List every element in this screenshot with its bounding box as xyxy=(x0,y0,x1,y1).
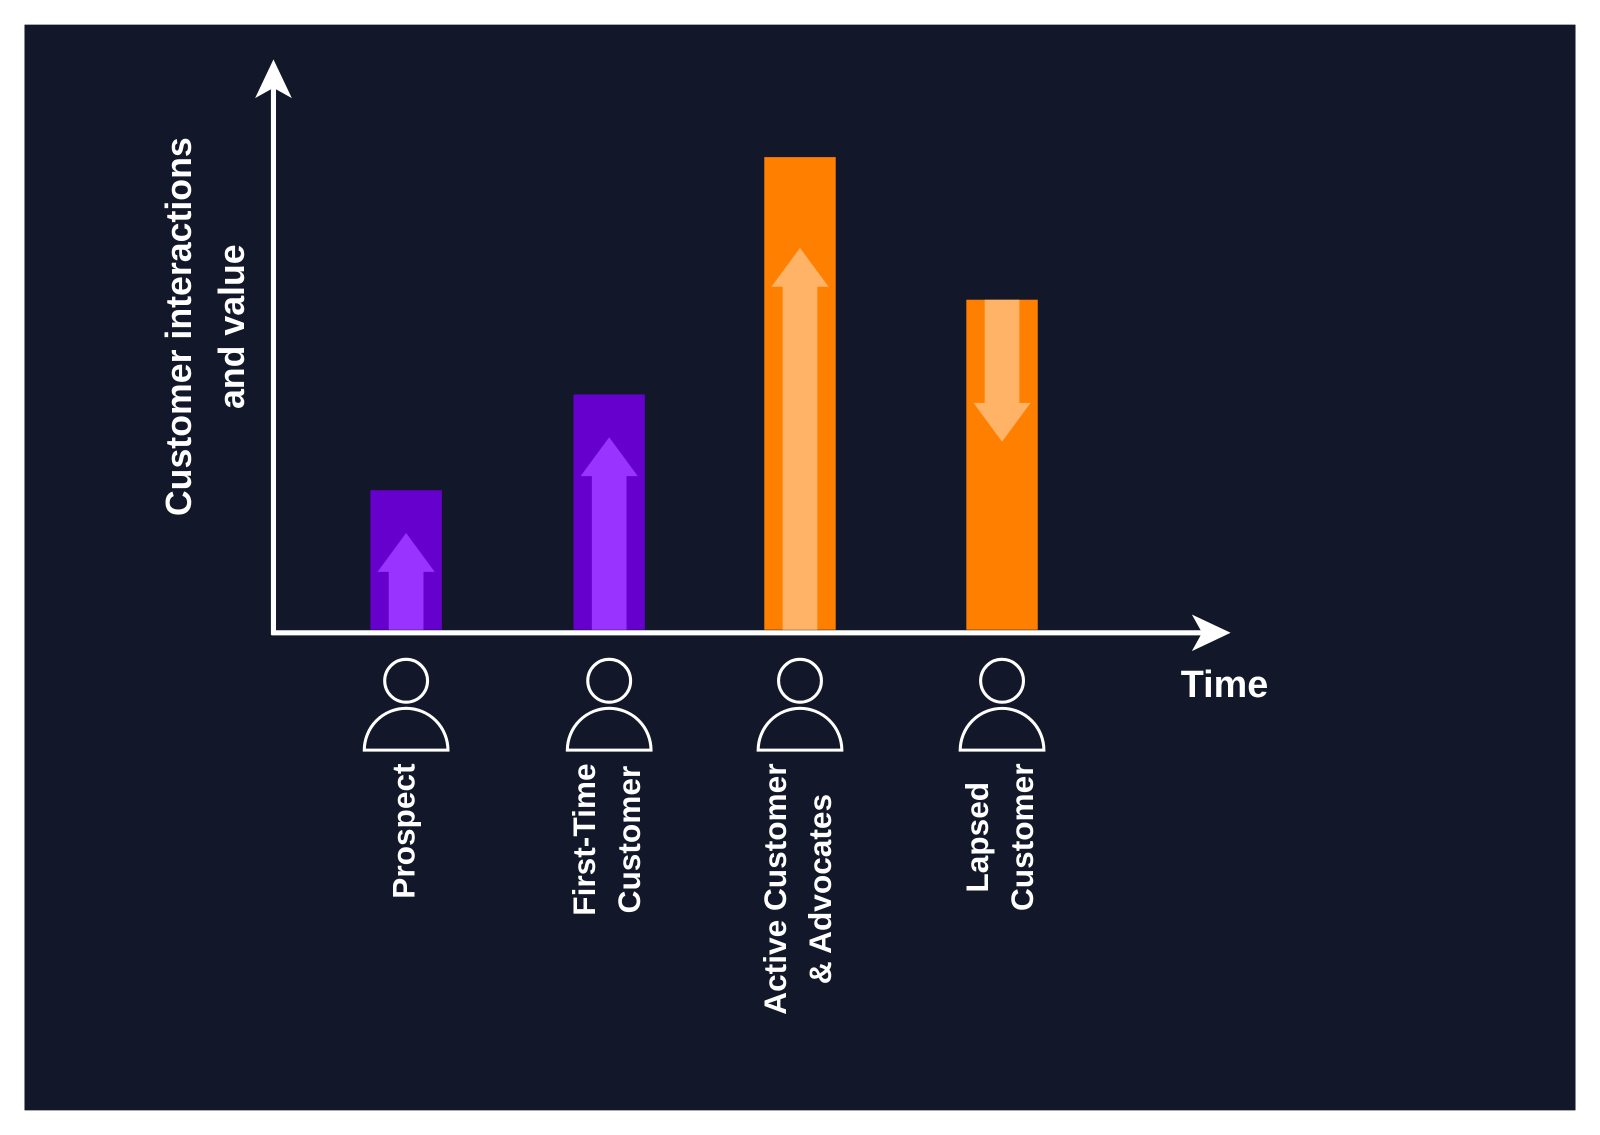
y-axis-arrow xyxy=(255,59,292,99)
trend-arrow xyxy=(973,299,1031,442)
person-body xyxy=(362,706,450,752)
trend-arrow xyxy=(377,533,435,630)
person-body xyxy=(958,706,1046,752)
person-head xyxy=(383,657,430,704)
category-label: First-Time Customer xyxy=(566,763,647,915)
category-label-line: Active Customer xyxy=(757,763,793,1014)
category-label-line: Lapsed xyxy=(959,782,995,893)
person-head xyxy=(586,657,633,704)
category-label-line: & Advocates xyxy=(802,794,838,984)
category-label: Prospect xyxy=(385,763,421,899)
category-label-line: Customer xyxy=(1004,763,1040,911)
category-label-line: First-Time xyxy=(566,763,602,915)
y-axis-label: Customer interactions and value xyxy=(159,137,252,516)
person-head xyxy=(777,657,823,704)
category-label-line: Customer xyxy=(611,766,647,914)
x-axis-label: Time xyxy=(1181,663,1268,705)
x-axis-arrow xyxy=(1191,614,1231,652)
person-body xyxy=(756,706,844,752)
person-body xyxy=(565,706,653,752)
y-axis-label-line: Customer interactions xyxy=(159,137,199,516)
trend-arrow xyxy=(771,247,829,630)
category-label: Active Customer & Advocates xyxy=(757,763,838,1014)
person-head xyxy=(979,657,1025,704)
trend-arrow xyxy=(580,437,638,630)
category-label-line: Prospect xyxy=(385,763,421,899)
category-label: Lapsed Customer xyxy=(959,763,1040,911)
y-axis-label-line: and value xyxy=(212,244,252,409)
